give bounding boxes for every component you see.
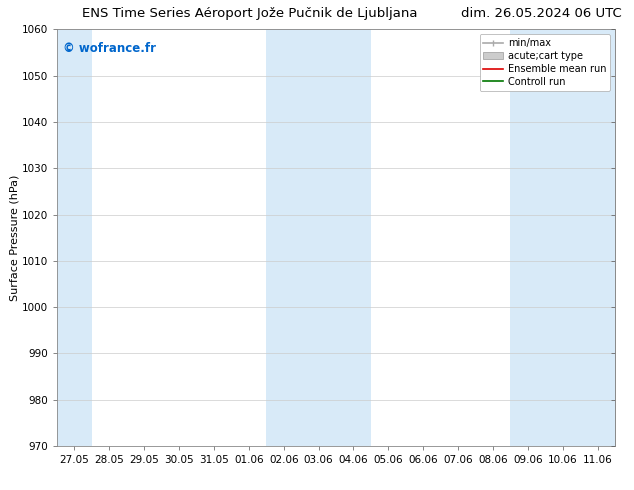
Y-axis label: Surface Pressure (hPa): Surface Pressure (hPa) xyxy=(9,174,19,301)
Legend: min/max, acute;cart type, Ensemble mean run, Controll run: min/max, acute;cart type, Ensemble mean … xyxy=(479,34,610,91)
Bar xyxy=(510,29,615,446)
Text: ENS Time Series Aéroport Jože Pučnik de Ljubljana: ENS Time Series Aéroport Jože Pučnik de … xyxy=(82,7,418,21)
Bar xyxy=(57,29,92,446)
Text: © wofrance.fr: © wofrance.fr xyxy=(63,42,155,55)
Text: dim. 26.05.2024 06 UTC: dim. 26.05.2024 06 UTC xyxy=(460,7,621,21)
Bar xyxy=(266,29,371,446)
